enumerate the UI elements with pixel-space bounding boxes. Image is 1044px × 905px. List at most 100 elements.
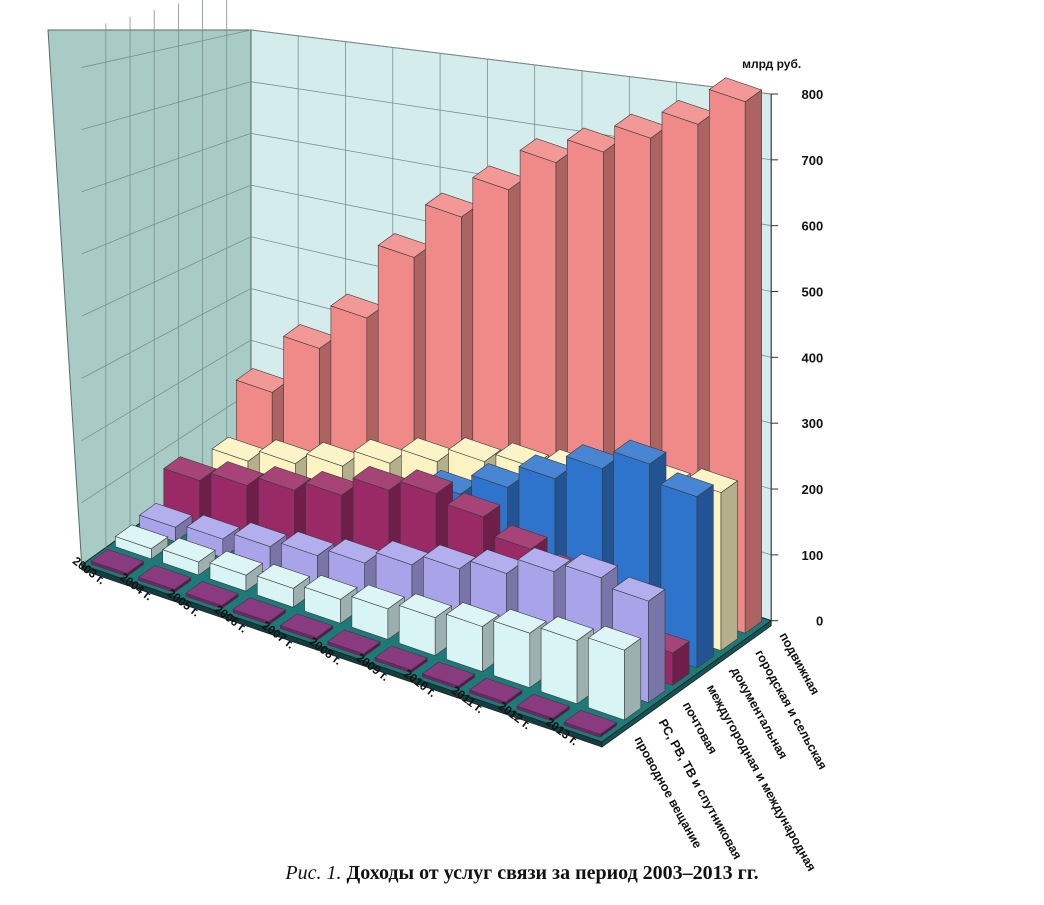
bar-face-top — [614, 113, 668, 139]
bar-РС-РВ-ТВ-и-спутниковая-2010 — [445, 602, 500, 673]
bar-face-top — [211, 436, 266, 462]
bar-face-top — [282, 324, 337, 349]
bar-face-top — [374, 645, 429, 671]
gridline-side-100 — [81, 391, 252, 504]
bar-face-front — [540, 627, 578, 705]
gridline-side-600 — [81, 133, 252, 193]
bar-проводное-вещание-2013 — [563, 709, 618, 738]
bar-face-top — [565, 444, 620, 469]
gridline-side-200 — [81, 339, 252, 441]
value-tick-label: 200 — [801, 482, 823, 497]
bar-face-top — [519, 138, 574, 163]
bar-face-top — [114, 524, 169, 550]
bar-face-top — [472, 165, 526, 191]
bar-face-top — [375, 540, 430, 566]
bar-face-top — [352, 465, 406, 491]
bar-face-top — [328, 538, 382, 564]
bar-face-top — [258, 439, 313, 465]
bar-face-top — [279, 613, 334, 639]
bar-face-side — [696, 484, 714, 669]
bar-face-top — [280, 531, 335, 556]
bar-face-top — [377, 233, 432, 258]
bar-face-top — [257, 466, 312, 491]
bar-face-top — [563, 709, 618, 735]
bar-РС-РВ-ТВ-и-спутниковая-2013 — [587, 625, 642, 721]
bar-face-top — [186, 514, 240, 540]
caption-text: Доходы от услуг связи за период 2003–201… — [346, 862, 759, 884]
bar-face-top — [351, 584, 405, 610]
bar-face-top — [209, 550, 264, 576]
bar-face-top — [421, 661, 476, 687]
gridline-back-800 — [250, 29, 772, 95]
floor-edge-right — [601, 619, 772, 748]
bar-face-top — [305, 470, 359, 496]
gridline-side-400 — [81, 236, 252, 317]
bar-face-top — [398, 593, 453, 619]
bar-проводное-вещание-2003 — [90, 548, 145, 577]
bar-проводное-вещание-2006 — [232, 597, 287, 626]
bar-face-top — [446, 492, 501, 518]
bar-face-top — [235, 368, 290, 393]
bar-face-top — [708, 77, 763, 103]
bar-РС-РВ-ТВ-и-спутниковая-2004 — [162, 537, 216, 576]
value-tick-label: 100 — [801, 548, 823, 563]
value-tick-label: 500 — [801, 285, 823, 300]
series-label: проводное вещание — [631, 734, 704, 851]
bar-face-top — [422, 544, 477, 570]
bar-face-top — [232, 597, 287, 622]
bar-face-top — [445, 602, 500, 627]
bar-проводное-вещание-2008 — [327, 629, 381, 658]
bar-face-top — [138, 502, 193, 528]
bar-face-top — [660, 472, 714, 498]
bar-face-top — [327, 629, 381, 655]
bar-проводное-вещание-2012 — [516, 693, 570, 722]
bar-проводное-вещание-2005 — [185, 581, 239, 610]
bar-face-top — [303, 574, 358, 600]
bar-РС-РВ-ТВ-и-спутниковая-2012 — [540, 616, 595, 705]
bar-проводное-вещание-2010 — [421, 661, 476, 690]
bar-face-side — [744, 89, 762, 634]
gridline-side-800 — [81, 29, 251, 68]
bar-face-top — [518, 454, 573, 480]
bar-face-top — [306, 441, 360, 467]
bar-face-top — [256, 563, 311, 589]
bar-face-top — [661, 99, 715, 125]
bar-face-side — [648, 588, 666, 704]
bar-face-side — [624, 637, 642, 721]
bar-face-top — [494, 524, 548, 550]
bar-РС-РВ-ТВ-и-спутниковая-2011 — [493, 608, 547, 689]
bar-face-top — [611, 576, 666, 602]
value-axis: 0 100 200 300 400 500 600 700 800 млрд руб. — [742, 57, 823, 629]
bar-face-top — [210, 461, 265, 486]
bar-face-top — [185, 581, 239, 606]
bar-face-top — [399, 469, 454, 495]
bar-face-top — [468, 677, 523, 703]
bar-face-top — [540, 616, 595, 641]
value-tick-label: 0 — [816, 614, 823, 629]
gridline-side-500 — [81, 184, 252, 255]
bar-face-top — [564, 553, 619, 579]
bar-почтовая-2003 — [138, 502, 193, 543]
bar-face-side — [720, 480, 738, 652]
bar-проводное-вещание-2007 — [279, 613, 334, 642]
bar-face-top — [566, 127, 621, 153]
bar-проводное-вещание-2011 — [468, 677, 523, 706]
caption-prefix: Рис. 1. — [285, 862, 342, 884]
bar-face-top — [424, 192, 479, 218]
gridline-side-700 — [81, 81, 251, 131]
bar-face-top — [587, 625, 642, 651]
bars — [90, 77, 763, 738]
bar-face-top — [470, 549, 524, 574]
value-tick-label: 600 — [801, 219, 823, 234]
bar-face-top — [400, 437, 455, 463]
bar-face-front — [588, 637, 625, 721]
bar-РС-РВ-ТВ-и-спутниковая-2003 — [114, 524, 169, 560]
bar-face-top — [493, 608, 547, 634]
bar-face-top — [447, 437, 502, 462]
value-tick-label: 700 — [801, 153, 823, 168]
bar-face-top — [90, 548, 145, 574]
bar-РС-РВ-ТВ-и-спутниковая-2006 — [256, 563, 311, 608]
bar-face-top — [517, 547, 572, 573]
